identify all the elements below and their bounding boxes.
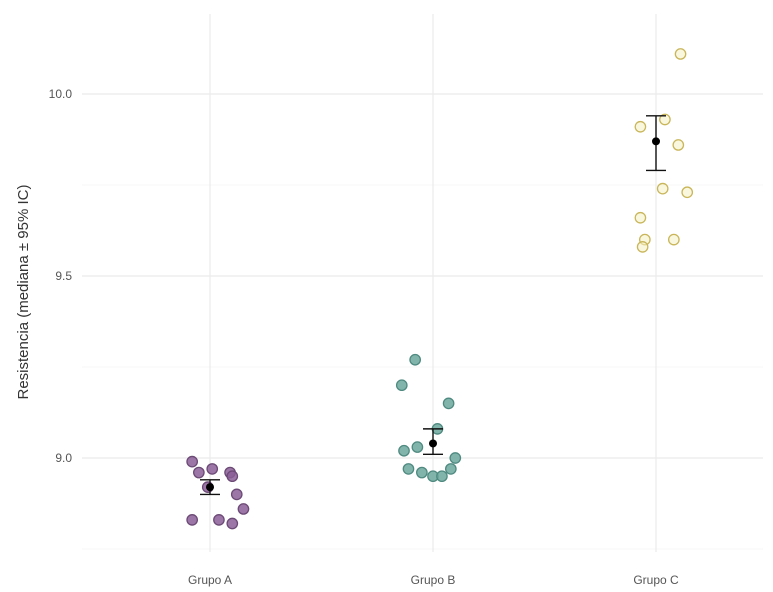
data-point [659,113,671,126]
data-point [186,514,199,526]
x-tick-label: Grupo A [188,573,232,587]
data-point [442,397,455,410]
median-point [652,137,660,146]
median-point [206,483,214,492]
data-point [226,517,239,530]
data-point [449,452,462,464]
data-point [674,48,687,60]
axis-layer: Resistencia (mediana ± 95% IC) 9.0 9.5 10.… [15,87,679,587]
y-tick-label: 9.5 [55,269,72,283]
data-point [411,441,424,453]
data-point [409,353,422,366]
data-point [681,186,694,199]
data-point [213,514,225,526]
data-point [656,182,669,195]
data-point [193,466,205,479]
data-point [402,463,415,475]
data-point [436,470,448,483]
y-tick-label: 10.0 [49,87,73,101]
data-point [667,233,680,246]
data-point [415,466,428,479]
data-point [444,463,457,475]
data-point [237,503,250,515]
data-point [186,455,199,468]
x-tick-label: Grupo B [411,573,456,587]
data-point [398,444,410,457]
summary-layer [200,115,666,496]
y-tick-label: 9.0 [55,451,72,465]
points-layer [186,48,694,530]
data-point [672,139,685,151]
data-point [634,120,647,133]
x-tick-label: Grupo C [633,573,679,587]
data-point [226,470,239,483]
data-point [206,463,219,475]
y-axis-title: Resistencia (mediana ± 95% IC) [15,185,32,400]
data-point [230,488,243,501]
data-point [395,379,408,392]
data-point [634,211,647,224]
median-point [429,439,437,448]
data-point [636,241,649,253]
